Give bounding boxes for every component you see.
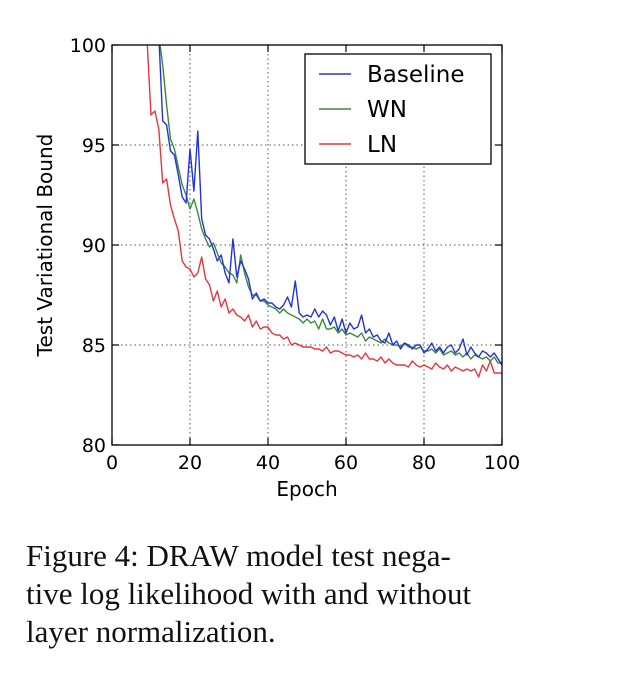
x-tick-label: 60 [334,452,358,474]
y-axis-label: Test Variational Bound [33,134,57,358]
series-layer [146,45,502,378]
legend-label: WN [367,97,407,123]
y-tick-label: 95 [82,135,106,157]
axis-ticks: 0 20 40 60 80 100 80 85 90 95 100 [70,35,520,474]
y-tick-label: 85 [82,335,106,357]
legend: Baseline WN LN [304,53,492,165]
series-line-baseline [158,45,502,366]
x-tick-label: 40 [256,452,280,474]
line-chart: 0 20 40 60 80 100 80 85 90 95 100 Epoch Test Varia… [33,35,520,501]
figure-caption: Figure 4: DRAW model test nega- tive log… [26,537,606,651]
x-tick-label: 80 [412,452,436,474]
caption-line: Figure 4: DRAW model test nega- [26,538,451,573]
series-line-wn [159,45,502,364]
x-axis-label: Epoch [276,477,337,501]
legend-label: LN [367,132,397,158]
caption-line: layer normalization. [26,614,276,649]
y-tick-label: 80 [82,435,106,457]
y-tick-label: 90 [82,235,106,257]
y-tick-label: 100 [70,35,106,57]
caption-line: tive log likelihood with and without [26,576,472,611]
x-tick-label: 100 [484,452,520,474]
x-tick-label: 20 [178,452,202,474]
legend-label: Baseline [367,62,465,88]
series-line-ln [146,45,502,378]
x-tick-label: 0 [106,452,118,474]
